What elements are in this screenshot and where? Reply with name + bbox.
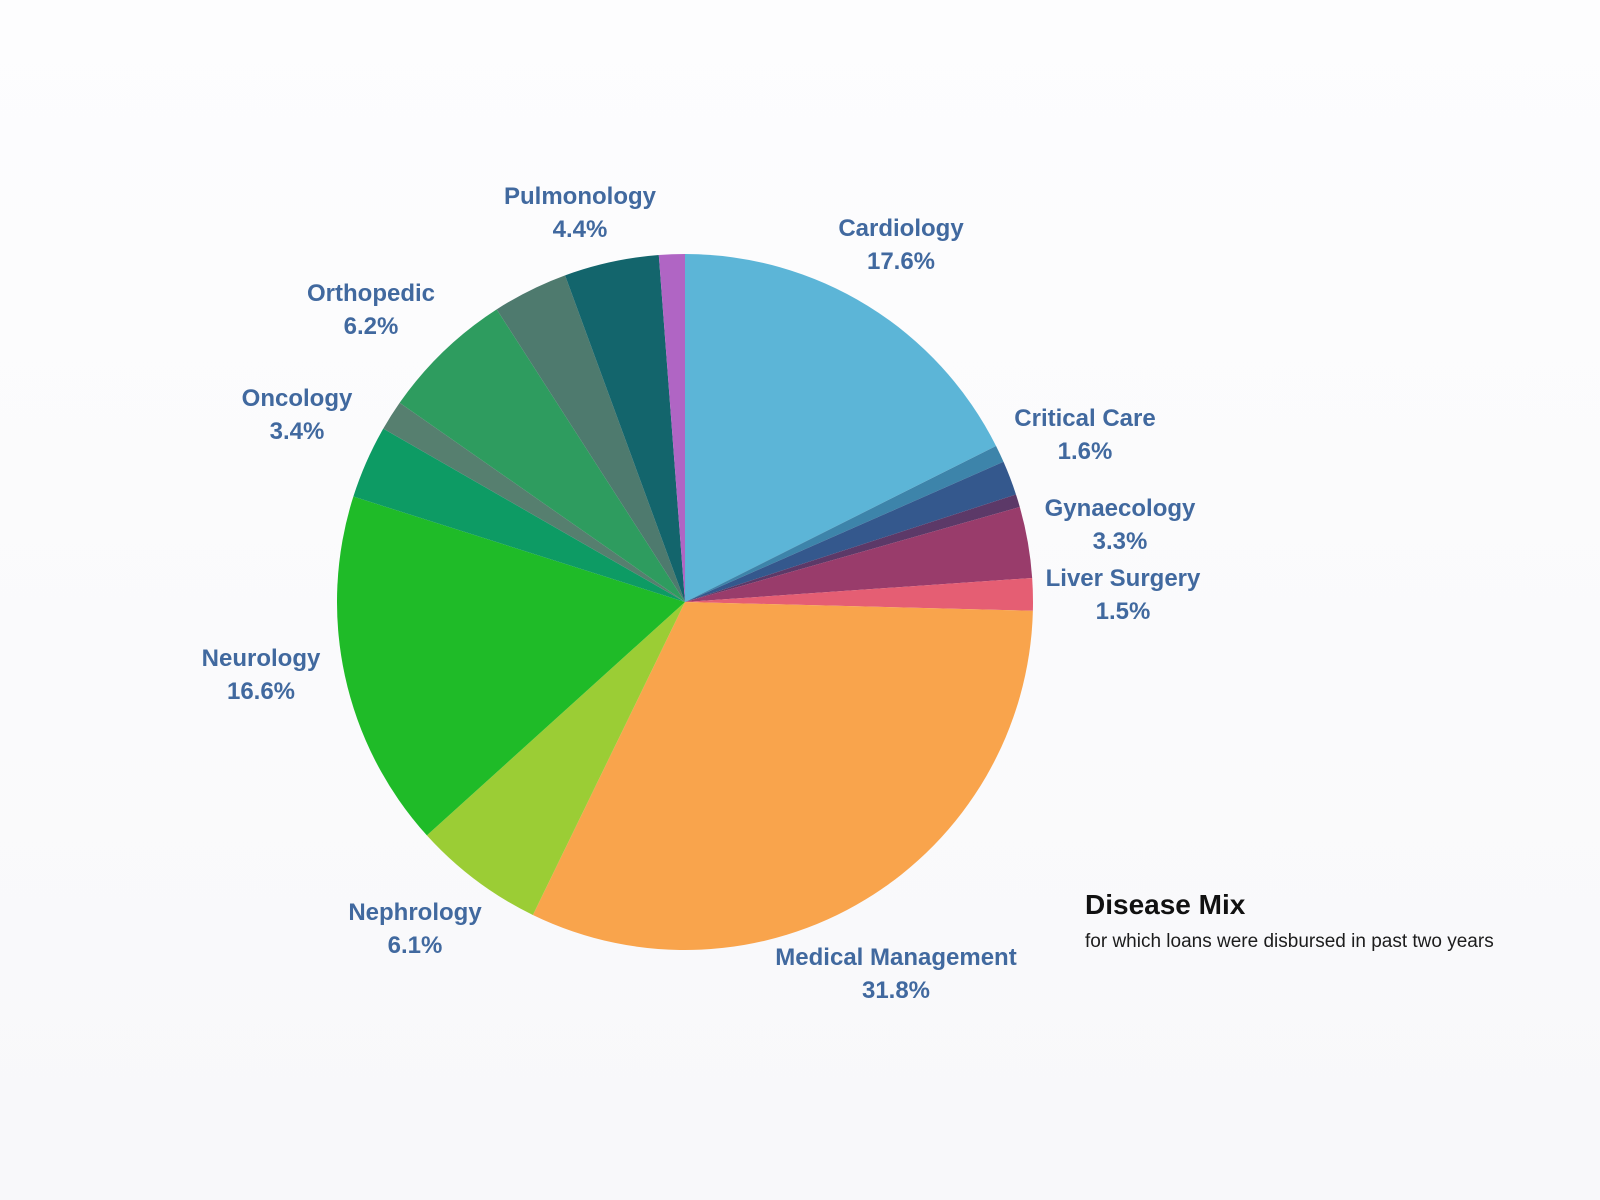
slice-label-medical-management: Medical Management 31.8% bbox=[775, 941, 1016, 1007]
slice-label-percent: 16.6% bbox=[226, 678, 296, 705]
slice-label-liver-surgery: Liver Surgery 1.5% bbox=[1046, 562, 1201, 628]
slice-label-nephrology: Nephrology 6.1% bbox=[348, 896, 481, 962]
pie-slice-orthopedic bbox=[399, 309, 685, 602]
slice-label-name: Pulmonology bbox=[504, 183, 656, 210]
slice-label-percent: 6.1% bbox=[387, 932, 443, 959]
pie-slice-cardiology bbox=[685, 254, 997, 602]
pie-slice-unlabeled-darkpurple bbox=[685, 494, 1020, 602]
slice-label-percent: 1.5% bbox=[1095, 598, 1151, 625]
slice-label-name: Gynaecology bbox=[1044, 495, 1196, 522]
chart-title: Disease Mix bbox=[1085, 889, 1246, 920]
chart-title-block: Disease Mix for which loans were disburs… bbox=[1085, 888, 1525, 955]
slice-label-percent: 3.3% bbox=[1092, 528, 1148, 555]
pie-slice-gynaecology bbox=[685, 507, 1033, 602]
pie-slice-liver-surgery bbox=[685, 577, 1034, 611]
pie-slice-neurology bbox=[336, 496, 685, 836]
slice-label-percent: 1.6% bbox=[1057, 438, 1113, 465]
slice-label-name: Nephrology bbox=[348, 899, 482, 926]
pie-slice-unlabeled-slate-b bbox=[496, 275, 685, 602]
slice-label-name: Cardiology bbox=[838, 215, 964, 242]
slice-label-gynaecology: Gynaecology 3.3% bbox=[1045, 492, 1196, 558]
slice-label-name: Neurology bbox=[201, 645, 321, 672]
pie-slice-nephrology bbox=[426, 602, 685, 915]
slice-label-percent: 31.8% bbox=[861, 977, 931, 1004]
pie-slice-pulmonology bbox=[565, 254, 685, 603]
chart-subtitle: for which loans were disbursed in past t… bbox=[1085, 931, 1494, 952]
pie-slice-oncology bbox=[353, 428, 685, 602]
slice-label-name: Liver Surgery bbox=[1045, 565, 1201, 592]
slice-label-percent: 6.2% bbox=[343, 313, 399, 340]
pie-slice-medical-management bbox=[532, 602, 1033, 950]
slice-label-cardiology: Cardiology 17.6% bbox=[838, 212, 963, 278]
slice-label-name: Critical Care bbox=[1014, 405, 1156, 432]
slice-label-name: Orthopedic bbox=[306, 280, 436, 307]
slice-label-neurology: Neurology 16.6% bbox=[202, 642, 321, 708]
slice-label-critical-care: Critical Care 1.6% bbox=[1014, 402, 1155, 468]
slice-label-percent: 17.6% bbox=[866, 248, 936, 275]
slice-label-orthopedic: Orthopedic 6.2% bbox=[307, 277, 435, 343]
pie-slice-unlabeled-blue bbox=[685, 445, 1004, 602]
slice-label-name: Oncology bbox=[241, 385, 353, 412]
pie-slice-critical-care bbox=[685, 461, 1016, 602]
slice-label-percent: 3.4% bbox=[269, 418, 325, 445]
slice-label-name: Medical Management bbox=[775, 944, 1017, 971]
pie-slice-unlabeled-violet bbox=[658, 254, 685, 602]
pie-slices bbox=[336, 254, 1034, 950]
slice-label-percent: 4.4% bbox=[552, 216, 608, 243]
pie-slice-unlabeled-slate-a bbox=[383, 402, 685, 602]
slice-label-pulmonology: Pulmonology 4.4% bbox=[504, 180, 656, 246]
slice-label-oncology: Oncology 3.4% bbox=[242, 382, 353, 448]
